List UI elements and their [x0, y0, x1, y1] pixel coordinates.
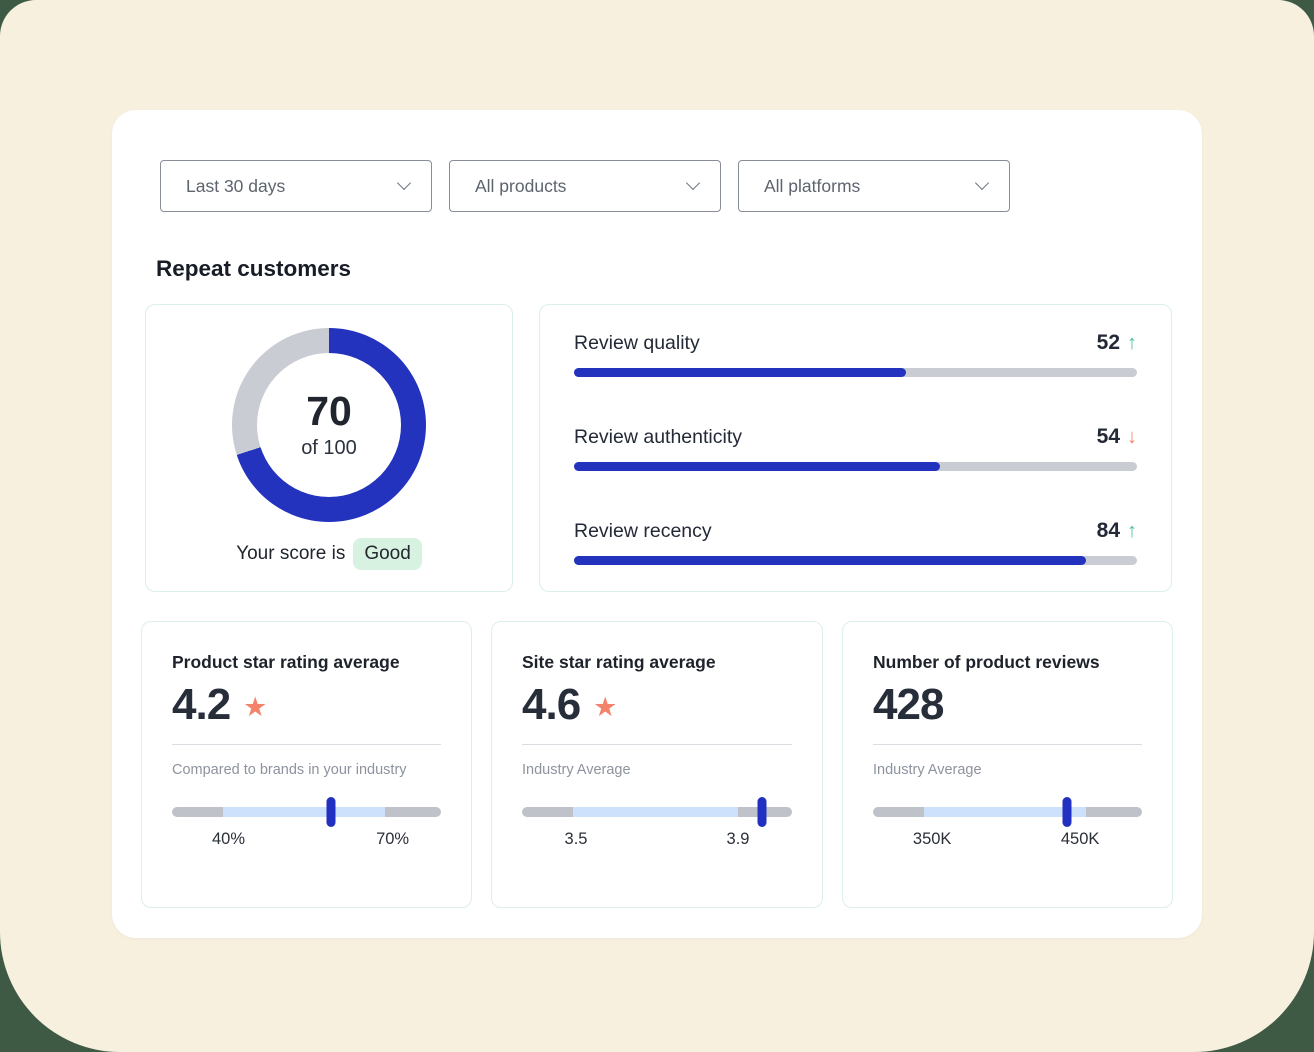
metric-bar-track: [574, 556, 1137, 565]
slider-label-right: 450K: [1060, 829, 1100, 848]
metric-value-group: 52 ↑: [1097, 331, 1137, 355]
stat-card-title: Site star rating average: [522, 652, 716, 672]
slider-track: [873, 796, 1142, 827]
metric-head: Review recency 84 ↑: [574, 519, 1137, 543]
benchmark-slider: 3.5 3.9: [522, 796, 792, 852]
stat-card-subtitle: Industry Average: [522, 761, 631, 778]
divider: [522, 743, 792, 745]
metric-label: Review recency: [574, 520, 712, 542]
stat-value-row: 4.2 ★: [172, 680, 441, 731]
metric-bar-track: [574, 368, 1137, 377]
slider-label-left: 40%: [211, 829, 245, 848]
stat-card-subtitle: Industry Average: [873, 761, 982, 778]
stat-value-row: 4.6 ★: [522, 680, 792, 731]
score-card: 70 of 100 Your score is Good: [145, 304, 513, 592]
metric-row-review-recency: Review recency 84 ↑: [574, 519, 1137, 565]
metric-row-review-quality: Review quality 52 ↑: [574, 331, 1137, 377]
slider-benchmark-band: [223, 806, 385, 817]
products-dropdown[interactable]: All products: [449, 160, 721, 212]
slider-label-left: 3.5: [564, 829, 588, 848]
slider-marker[interactable]: [1062, 796, 1072, 827]
stat-card-value: 4.6: [522, 680, 581, 729]
slider-benchmark-band: [573, 806, 738, 817]
benchmark-slider: 40% 70%: [172, 796, 441, 852]
section-title: Repeat customers: [156, 256, 352, 281]
stat-card-product-star-rating: Product star rating average 4.2 ★ Compar…: [141, 621, 472, 908]
metric-bar-track: [574, 462, 1137, 471]
slider-label-right: 3.9: [726, 829, 750, 848]
trend-down-arrow-icon: ↓: [1127, 426, 1137, 448]
slider-marker[interactable]: [326, 796, 336, 827]
platforms-dropdown[interactable]: All platforms: [738, 160, 1010, 212]
metric-value: 54: [1096, 425, 1120, 448]
score-donut-chart: 70 of 100: [232, 328, 426, 522]
star-icon: ★: [243, 692, 268, 723]
date-range-dropdown[interactable]: Last 30 days: [160, 160, 432, 212]
slider-benchmark-band: [924, 806, 1086, 817]
score-max-label: of 100: [301, 436, 357, 459]
stat-card-number-of-reviews: Number of product reviews 428 Industry A…: [842, 621, 1173, 908]
score-value: 70: [306, 387, 352, 434]
metric-bar-fill: [574, 556, 1087, 565]
slider-labels: 350K 450K: [873, 830, 1142, 852]
stat-card-title: Number of product reviews: [873, 652, 1100, 672]
slider-track: [522, 796, 792, 827]
divider: [873, 743, 1142, 745]
metric-bar-fill: [574, 462, 940, 471]
slider-marker[interactable]: [757, 796, 767, 827]
stat-value-row: 428: [873, 680, 1142, 731]
chevron-down-icon: [396, 175, 412, 191]
metric-row-review-authenticity: Review authenticity 54 ↓: [574, 425, 1137, 471]
chevron-down-icon: [685, 175, 701, 191]
review-metrics-panel: Review quality 52 ↑ Review authenticity …: [539, 304, 1172, 592]
star-icon: ★: [593, 692, 618, 723]
stat-card-value: 428: [873, 680, 944, 729]
chevron-down-icon: [974, 175, 990, 191]
metric-value: 52: [1096, 331, 1120, 354]
slider-labels: 3.5 3.9: [522, 830, 792, 852]
divider: [172, 743, 441, 745]
slider-label-right: 70%: [376, 829, 410, 848]
slider-labels: 40% 70%: [172, 830, 441, 852]
stat-card-subtitle: Compared to brands in your industry: [172, 761, 407, 778]
platforms-value: All platforms: [764, 175, 861, 196]
benchmark-slider: 350K 450K: [873, 796, 1142, 852]
slider-track: [172, 796, 441, 827]
products-value: All products: [475, 175, 567, 196]
score-status-badge: Good: [353, 538, 422, 570]
stat-card-title: Product star rating average: [172, 652, 400, 672]
metric-head: Review authenticity 54 ↓: [574, 425, 1137, 449]
metric-head: Review quality 52 ↑: [574, 331, 1137, 355]
metric-value: 84: [1096, 519, 1120, 542]
metric-value-group: 54 ↓: [1097, 425, 1137, 449]
date-range-value: Last 30 days: [186, 175, 286, 196]
slider-label-left: 350K: [912, 829, 952, 848]
score-donut-center: 70 of 100: [257, 353, 401, 497]
trend-up-arrow-icon: ↑: [1127, 520, 1137, 542]
score-caption-row: Your score is Good: [146, 538, 512, 570]
score-caption-text: Your score is: [236, 543, 346, 564]
dashboard-card: Last 30 days All products All platforms …: [112, 110, 1202, 938]
metric-label: Review authenticity: [574, 426, 742, 448]
trend-up-arrow-icon: ↑: [1127, 332, 1137, 354]
metric-bar-fill: [574, 368, 907, 377]
filter-bar: Last 30 days All products All platforms: [160, 160, 1010, 212]
stat-card-site-star-rating: Site star rating average 4.6 ★ Industry …: [491, 621, 823, 908]
metric-label: Review quality: [574, 332, 700, 354]
stat-card-value: 4.2: [172, 680, 231, 729]
metric-value-group: 84 ↑: [1097, 519, 1137, 543]
